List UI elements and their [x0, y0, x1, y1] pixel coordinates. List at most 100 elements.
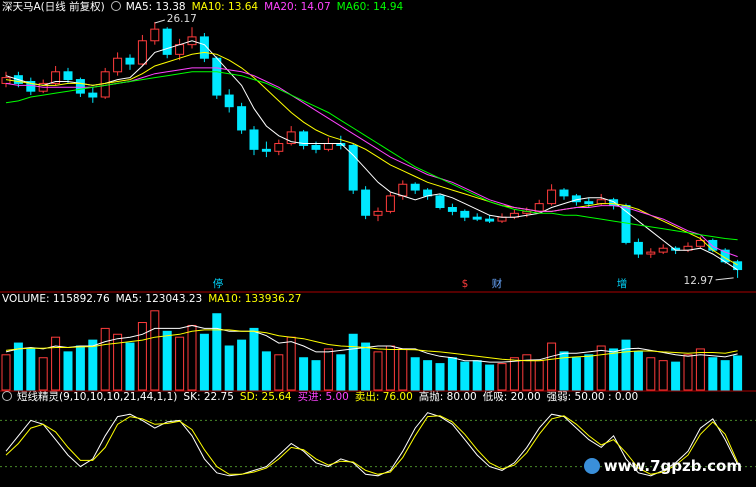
annotation-arrow — [715, 277, 734, 281]
legend-entry: MA5: 123043.23 — [115, 293, 203, 305]
volume-bar — [323, 348, 333, 391]
legend-entry: MA10: 13.64 — [191, 1, 259, 13]
line — [5, 71, 738, 241]
volume-bar — [137, 322, 147, 391]
volume-bar — [125, 342, 135, 391]
candle-body — [559, 189, 569, 197]
indicator-header: 短线精灵(9,10,10,10,21,44,1,1) SK: 22.75 SD: 2… — [2, 391, 644, 404]
line — [5, 329, 738, 362]
volume-bar — [13, 342, 23, 391]
candle-body — [311, 144, 321, 150]
line — [5, 415, 739, 475]
volume-bar — [534, 360, 544, 391]
volume-bar — [237, 339, 247, 391]
candle-body — [435, 195, 445, 209]
legend-entry: MA60: 14.94 — [336, 1, 404, 13]
candle-body — [596, 199, 606, 205]
volume-bar — [373, 351, 383, 391]
volume-bar — [695, 348, 705, 391]
watermark: www.7gpzb.com — [583, 457, 742, 475]
candle-body — [237, 106, 247, 131]
volume-bar — [162, 330, 172, 391]
candle-body — [646, 251, 656, 255]
volume-title: VOLUME: 115892.76 — [2, 293, 110, 305]
volume-header: VOLUME: 115892.76 MA5: 123043.23 MA10: 133… — [2, 293, 307, 306]
event-marker: 停 — [213, 277, 224, 290]
volume-bar — [75, 345, 85, 391]
candle-body — [212, 57, 222, 96]
candle-body — [373, 210, 383, 216]
volume-bar — [88, 339, 98, 391]
candle-body — [113, 57, 123, 73]
icon — [110, 1, 121, 11]
legend-entry: MA20: 14.07 — [264, 1, 331, 13]
volume-bar — [460, 361, 470, 391]
legend-entry: SD: 25.64 — [239, 391, 292, 403]
candle-body — [162, 28, 172, 55]
candle-body — [584, 201, 594, 205]
volume-bar — [472, 360, 482, 391]
candle-body — [485, 218, 495, 222]
volume-bar — [522, 354, 532, 391]
volume-bar — [113, 333, 123, 391]
volume-bar — [485, 364, 495, 391]
volume-bar — [348, 333, 358, 391]
volume-bar — [212, 313, 222, 391]
volume-bar — [671, 361, 681, 391]
volume-bar — [509, 357, 519, 391]
candle-body — [361, 189, 371, 216]
volume-bar — [175, 336, 185, 391]
volume-bar — [447, 357, 457, 391]
candle-body — [447, 207, 457, 212]
volume-bar — [435, 363, 445, 391]
candle-body — [534, 203, 544, 212]
volume-bar — [51, 336, 61, 391]
volume-bar — [311, 360, 321, 391]
volume-bar — [584, 354, 594, 391]
line — [5, 40, 738, 271]
high-label: 26.17 — [167, 13, 197, 25]
candle-body — [547, 189, 557, 205]
volume-bar — [633, 351, 643, 391]
candle-body — [472, 216, 482, 220]
candle-body — [224, 94, 234, 108]
candle-body — [299, 131, 309, 146]
volume-bar — [559, 351, 569, 391]
icon — [2, 391, 12, 401]
volume-bar — [571, 357, 581, 391]
volume-bar — [1, 354, 11, 391]
volume-bar — [423, 360, 433, 391]
volume-bar — [361, 342, 371, 391]
line — [5, 324, 738, 363]
candle-body — [274, 143, 284, 152]
volume-bar — [261, 351, 271, 391]
volume-bar — [224, 345, 234, 391]
candle-body — [497, 216, 507, 222]
candle-body — [125, 57, 135, 65]
legend-entry: SK: 22.75 — [183, 391, 234, 403]
volume-bar — [733, 355, 743, 391]
volume-bar — [26, 348, 36, 391]
legend-entry: 强弱: 50.00 : 0.00 — [546, 391, 639, 403]
candle-body — [398, 183, 408, 197]
candle-body — [633, 241, 643, 255]
legend-entry: 买进: 5.00 — [297, 391, 349, 403]
line — [5, 412, 739, 477]
candle-body — [88, 92, 98, 98]
candle-body — [348, 144, 358, 191]
candle-body — [460, 210, 470, 218]
volume-bar — [683, 354, 693, 391]
volume-bar — [621, 339, 631, 391]
candle-body — [249, 129, 259, 150]
legend-entry: 卖出: 76.00 — [354, 391, 413, 403]
legend-entry: MA10: 133936.27 — [208, 293, 302, 305]
volume-bar — [187, 324, 197, 391]
candle-body — [695, 239, 705, 247]
volume-bar — [38, 357, 48, 391]
candle-body — [150, 28, 160, 42]
low-label: 12.97 — [684, 275, 714, 287]
candle-body — [199, 36, 209, 59]
candle-body — [385, 195, 395, 212]
candle-body — [100, 71, 110, 98]
